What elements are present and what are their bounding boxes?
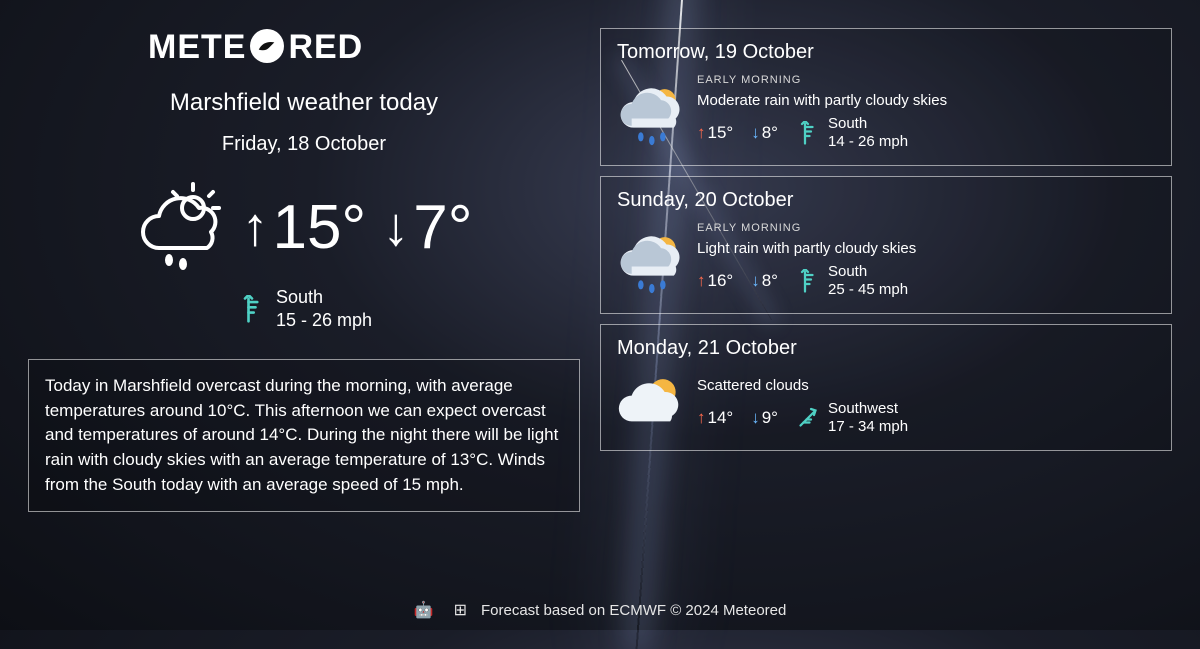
forecast-date: Monday, 21 October xyxy=(617,337,1155,360)
wind-icon xyxy=(796,269,820,293)
wind-icon xyxy=(796,406,820,430)
wind-icon xyxy=(238,295,266,323)
rain-icon xyxy=(617,228,683,294)
today-description: Today in Marshfield overcast during the … xyxy=(28,359,580,512)
arrow-down-icon: ↓ xyxy=(382,200,409,254)
forecast-low: ↓8° xyxy=(751,123,778,143)
today-low: ↓ 7° xyxy=(382,192,472,263)
forecast-low: ↓8° xyxy=(751,271,778,291)
partly-cloudy-icon xyxy=(617,370,683,436)
forecast-card: Monday, 21 October Scattered clouds ↑14°… xyxy=(600,324,1172,451)
brand-logo-icon xyxy=(250,29,284,63)
forecast-high: ↑14° xyxy=(697,408,733,428)
brand-name-right: RED xyxy=(288,28,363,67)
forecast-wind: South 25 - 45 mph xyxy=(796,263,908,299)
forecast-wind: South 14 - 26 mph xyxy=(796,115,908,151)
footer-text: Forecast based on ECMWF © 2024 Meteored xyxy=(481,602,786,619)
forecast-time-of-day: EARLY MORNING xyxy=(697,74,1155,86)
forecast-condition: Scattered clouds xyxy=(697,377,1155,394)
page-title: Marshfield weather today xyxy=(28,89,580,117)
forecast-date: Sunday, 20 October xyxy=(617,189,1155,212)
forecast-high: ↑15° xyxy=(697,123,733,143)
today-weather-icon xyxy=(135,182,225,272)
forecast-card: Sunday, 20 October EARLY MORNING Light r… xyxy=(600,176,1172,314)
android-icon: 🤖 xyxy=(414,600,434,620)
forecast-list: Tomorrow, 19 October EARLY MORNING Moder… xyxy=(600,28,1172,618)
platform-icons: 🤖 ⊞ xyxy=(414,600,467,620)
today-low-value: 7° xyxy=(413,192,472,263)
brand-name-left: METE xyxy=(148,28,246,67)
brand-logo: METE RED xyxy=(148,28,580,67)
today-wind: South 15 - 26 mph xyxy=(238,286,580,331)
forecast-time-of-day: EARLY MORNING xyxy=(697,222,1155,234)
today-temperatures: ↑ 15° ↓ 7° xyxy=(28,182,580,272)
footer: 🤖 ⊞ Forecast based on ECMWF © 2024 Meteo… xyxy=(0,600,1200,620)
windows-icon: ⊞ xyxy=(454,600,467,620)
forecast-condition: Light rain with partly cloudy skies xyxy=(697,240,1155,257)
forecast-low: ↓9° xyxy=(751,408,778,428)
today-high: ↑ 15° xyxy=(241,192,366,263)
today-wind-speed: 15 - 26 mph xyxy=(276,309,372,332)
today-date: Friday, 18 October xyxy=(28,133,580,156)
forecast-high: ↑16° xyxy=(697,271,733,291)
today-wind-dir: South xyxy=(276,286,372,309)
forecast-wind: Southwest 17 - 34 mph xyxy=(796,400,908,436)
forecast-condition: Moderate rain with partly cloudy skies xyxy=(697,92,1155,109)
arrow-up-icon: ↑ xyxy=(241,200,268,254)
forecast-date: Tomorrow, 19 October xyxy=(617,41,1155,64)
wind-icon xyxy=(796,121,820,145)
forecast-card: Tomorrow, 19 October EARLY MORNING Moder… xyxy=(600,28,1172,166)
rain-icon xyxy=(617,80,683,146)
today-high-value: 15° xyxy=(272,192,366,263)
